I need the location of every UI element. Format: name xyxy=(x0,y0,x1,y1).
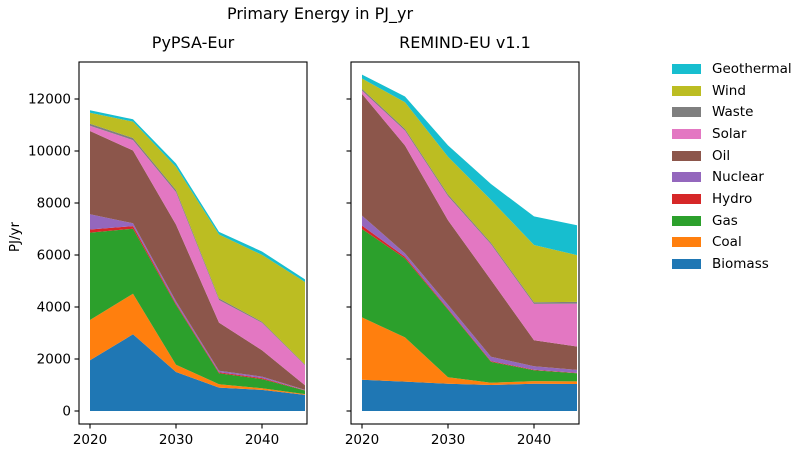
legend-item-geothermal: Geothermal xyxy=(672,58,792,80)
legend-label: Nuclear xyxy=(712,169,764,186)
legend-item-solar: Solar xyxy=(672,123,792,145)
legend-label: Wind xyxy=(712,82,746,99)
legend-item-waste: Waste xyxy=(672,101,792,123)
x-tick-label: 2020 xyxy=(345,432,379,448)
x-tick-label: 2030 xyxy=(431,432,465,448)
legend-item-oil: Oil xyxy=(672,145,792,167)
legend-label: Gas xyxy=(712,212,738,229)
area-oil xyxy=(90,131,305,390)
y-tick-label: 8000 xyxy=(37,196,71,212)
area-coal xyxy=(362,317,577,385)
x-tick-label: 2040 xyxy=(245,432,279,448)
legend-swatch-oil xyxy=(672,150,701,161)
area-waste xyxy=(362,88,577,304)
legend-label: Coal xyxy=(712,234,742,251)
y-tick-label: 4000 xyxy=(37,300,71,316)
legend-item-nuclear: Nuclear xyxy=(672,166,792,188)
legend-item-hydro: Hydro xyxy=(672,188,792,210)
y-tick-label: 2000 xyxy=(37,352,71,368)
legend-swatch-hydro xyxy=(672,193,701,204)
y-tick-label: 0 xyxy=(62,404,71,420)
legend-swatch-waste xyxy=(672,107,701,118)
axes-spines xyxy=(78,61,308,425)
legend-swatch-solar xyxy=(672,128,701,139)
legend-label: Solar xyxy=(712,125,747,142)
axes-spines xyxy=(350,61,580,425)
area-oil xyxy=(362,93,577,370)
area-gas xyxy=(362,229,577,383)
legend-swatch-wind xyxy=(672,85,701,96)
legend-label: Geothermal xyxy=(712,60,792,77)
legend-label: Waste xyxy=(712,104,754,121)
legend-swatch-gas xyxy=(672,215,701,226)
area-waste xyxy=(90,123,305,366)
area-solar xyxy=(90,125,305,386)
area-geothermal xyxy=(362,74,577,256)
subplot-title-pypsa-eur: PyPSA-Eur xyxy=(151,33,235,52)
legend-swatch-geothermal xyxy=(672,63,701,74)
figure-title: Primary Energy in PJ_yr xyxy=(226,4,414,23)
legend: Geothermal Wind Waste Solar Oil Nuclear Hydro G… xyxy=(672,58,792,275)
legend-swatch-coal xyxy=(672,237,701,248)
y-tick-label: 6000 xyxy=(37,248,71,264)
y-axis-label: PJ/yr xyxy=(7,221,23,253)
area-gas xyxy=(90,228,305,395)
x-tick-label: 2020 xyxy=(73,432,107,448)
legend-item-biomass: Biomass xyxy=(672,253,792,275)
area-coal xyxy=(90,293,305,395)
legend-swatch-nuclear xyxy=(672,172,701,183)
legend-label: Biomass xyxy=(712,256,769,273)
area-wind xyxy=(90,112,305,365)
area-solar xyxy=(362,90,577,347)
y-tick-label: 10000 xyxy=(28,144,71,160)
legend-item-coal: Coal xyxy=(672,232,792,254)
legend-label: Oil xyxy=(712,147,731,164)
x-tick-label: 2030 xyxy=(159,432,193,448)
x-tick-label: 2040 xyxy=(517,432,551,448)
legend-item-gas: Gas xyxy=(672,210,792,232)
legend-swatch-biomass xyxy=(672,259,701,270)
y-tick-label: 12000 xyxy=(28,92,71,108)
area-biomass xyxy=(362,379,577,411)
subplot-title-remind-eu: REMIND-EU v1.1 xyxy=(399,33,531,52)
legend-item-wind: Wind xyxy=(672,80,792,102)
area-biomass xyxy=(90,334,305,411)
area-wind xyxy=(362,78,577,303)
legend-label: Hydro xyxy=(712,190,753,207)
